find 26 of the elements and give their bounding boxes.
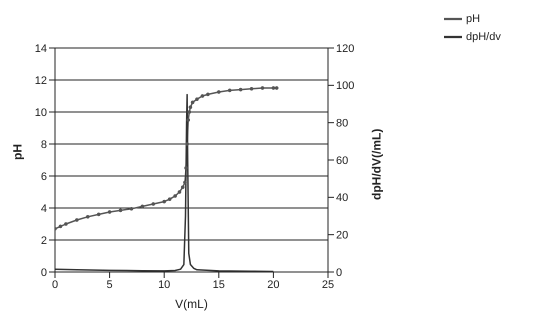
y2-tick-label: 100 — [336, 80, 354, 92]
y2-axis-title: dpH/dV(/mL) — [369, 128, 384, 200]
y-tick-label: 6 — [40, 170, 47, 183]
y-axis-title: pH — [10, 144, 24, 160]
y-tick-label: 10 — [34, 106, 47, 119]
y2-tick-label: 80 — [336, 118, 348, 130]
y-tick-label: 14 — [34, 42, 47, 55]
y2-tick-label: 120 — [336, 42, 354, 55]
x-axis-title: V(mL) — [175, 297, 208, 311]
y-tick-label: 4 — [40, 202, 47, 215]
x-tick-label: 15 — [212, 278, 225, 291]
y-tick-label: 8 — [40, 138, 47, 151]
x-tick-label: 0 — [52, 278, 58, 291]
x-tick-label: 25 — [322, 278, 334, 291]
y2-tick-label: 0 — [336, 266, 342, 279]
y-tick-label: 12 — [34, 74, 47, 87]
y2-tick-label: 60 — [336, 154, 348, 167]
x-tick-label: 10 — [158, 278, 170, 291]
y2-tick-label: 40 — [336, 192, 348, 204]
y-tick-label: 2 — [40, 234, 47, 247]
y-tick-label: 0 — [40, 266, 47, 279]
legend-label: pH — [466, 12, 480, 25]
x-tick-label: 20 — [267, 278, 280, 291]
legend-label: dpH/dv — [466, 30, 501, 43]
y2-tick-label: 20 — [336, 230, 348, 242]
x-tick-label: 5 — [106, 278, 113, 291]
